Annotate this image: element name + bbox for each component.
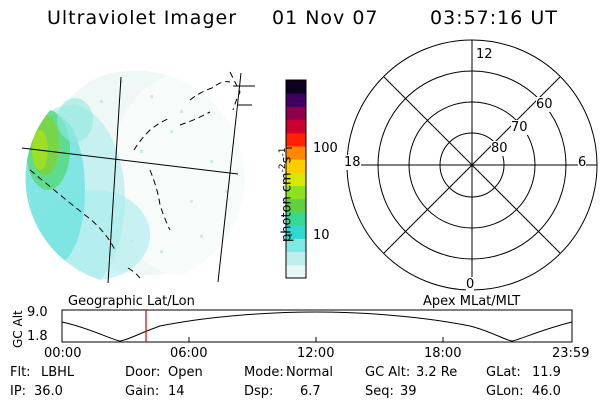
colorbar-segment: [286, 80, 306, 94]
polar-label-bottom: 0: [466, 277, 475, 292]
info-gain-value: 14: [168, 384, 185, 399]
info-glon-label: GLon:: [486, 384, 524, 399]
info-glat-label: GLat:: [486, 365, 521, 380]
altitude-curve: [61, 311, 573, 342]
polar-label-left: 18: [344, 155, 361, 170]
coast-right: [233, 85, 255, 106]
colorbar-segment: [286, 212, 306, 226]
colorbar-tick-10: 10: [313, 228, 330, 243]
timeline-xtick-0000: 00:00: [44, 346, 82, 361]
colorbar-segment: [286, 119, 306, 134]
timeline-xtick-1200: 12:00: [297, 346, 335, 361]
info-ip-label: IP:: [10, 384, 27, 399]
polar-lat-60: 60: [536, 97, 553, 112]
info-mode-value: Normal: [286, 365, 334, 380]
info-dsp-value: 6.7: [300, 384, 321, 399]
info-mode-label: Mode:: [244, 365, 284, 380]
timeline-xtick-1800: 18:00: [424, 346, 462, 361]
colorbar-segment: [286, 146, 306, 160]
info-dsp-label: Dsp:: [244, 384, 274, 399]
timeline-ytick-min: 1.8: [27, 329, 48, 344]
colorbar-segment: [286, 172, 306, 187]
colorbar-segment: [286, 238, 306, 253]
info-glon-value: 46.0: [532, 384, 561, 399]
info-door-label: Door:: [125, 365, 161, 380]
polar-label-top: 12: [476, 47, 493, 62]
colorbar-segment: [286, 198, 306, 213]
timeline-xtick-2359: 23:59: [552, 346, 590, 361]
colorbar-segment: [286, 106, 306, 121]
info-seq-label: Seq:: [365, 384, 394, 399]
date-label: 01 Nov 07: [272, 7, 379, 29]
colorbar-segment: [286, 251, 306, 266]
timeline-frame: [61, 309, 573, 343]
info-flt-value: LBHL: [41, 365, 75, 380]
polar-lat-70: 70: [511, 120, 528, 135]
coastlines: [29, 71, 241, 279]
info-gcalt-label: GC Alt:: [365, 365, 411, 380]
colorbar-segment: [286, 93, 306, 107]
info-door-value: Open: [168, 365, 203, 380]
info-ip-value: 36.0: [34, 384, 63, 399]
colorbar-tick-100: 100: [313, 141, 338, 156]
info-glat-value: 11.9: [532, 365, 561, 380]
instrument-title: Ultraviolet Imager: [47, 7, 238, 29]
timeline-xtick-0600: 06:00: [170, 346, 208, 361]
colorbar-segment: [286, 159, 306, 173]
info-seq-value: 39: [400, 384, 417, 399]
polar-label-right: 6: [578, 155, 587, 170]
colorbar-segment: [286, 264, 306, 279]
colorbar-segment: [286, 132, 306, 147]
timeline-right-title: Apex MLat/MLT: [423, 294, 521, 309]
info-gain-label: Gain:: [125, 384, 160, 399]
colorbar-segment: [286, 185, 306, 200]
timeline-ytick-max: 9.0: [27, 305, 48, 320]
gc-alt-axis-label: GC Alt: [11, 310, 25, 348]
polar-lat-80: 80: [491, 141, 508, 156]
timeline-left-title: Geographic Lat/Lon: [68, 294, 195, 309]
info-gcalt-value: 3.2 Re: [416, 365, 458, 380]
time-label: 03:57:16 UT: [430, 7, 558, 29]
geographic-grid: [21, 72, 242, 284]
polar-diagonal-2: [383, 76, 561, 254]
info-flt-label: Flt:: [10, 365, 31, 380]
